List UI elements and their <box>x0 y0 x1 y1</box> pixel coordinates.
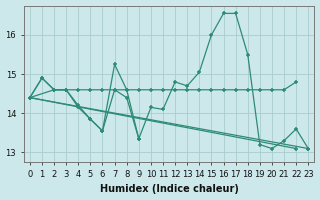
X-axis label: Humidex (Indice chaleur): Humidex (Indice chaleur) <box>100 184 238 194</box>
